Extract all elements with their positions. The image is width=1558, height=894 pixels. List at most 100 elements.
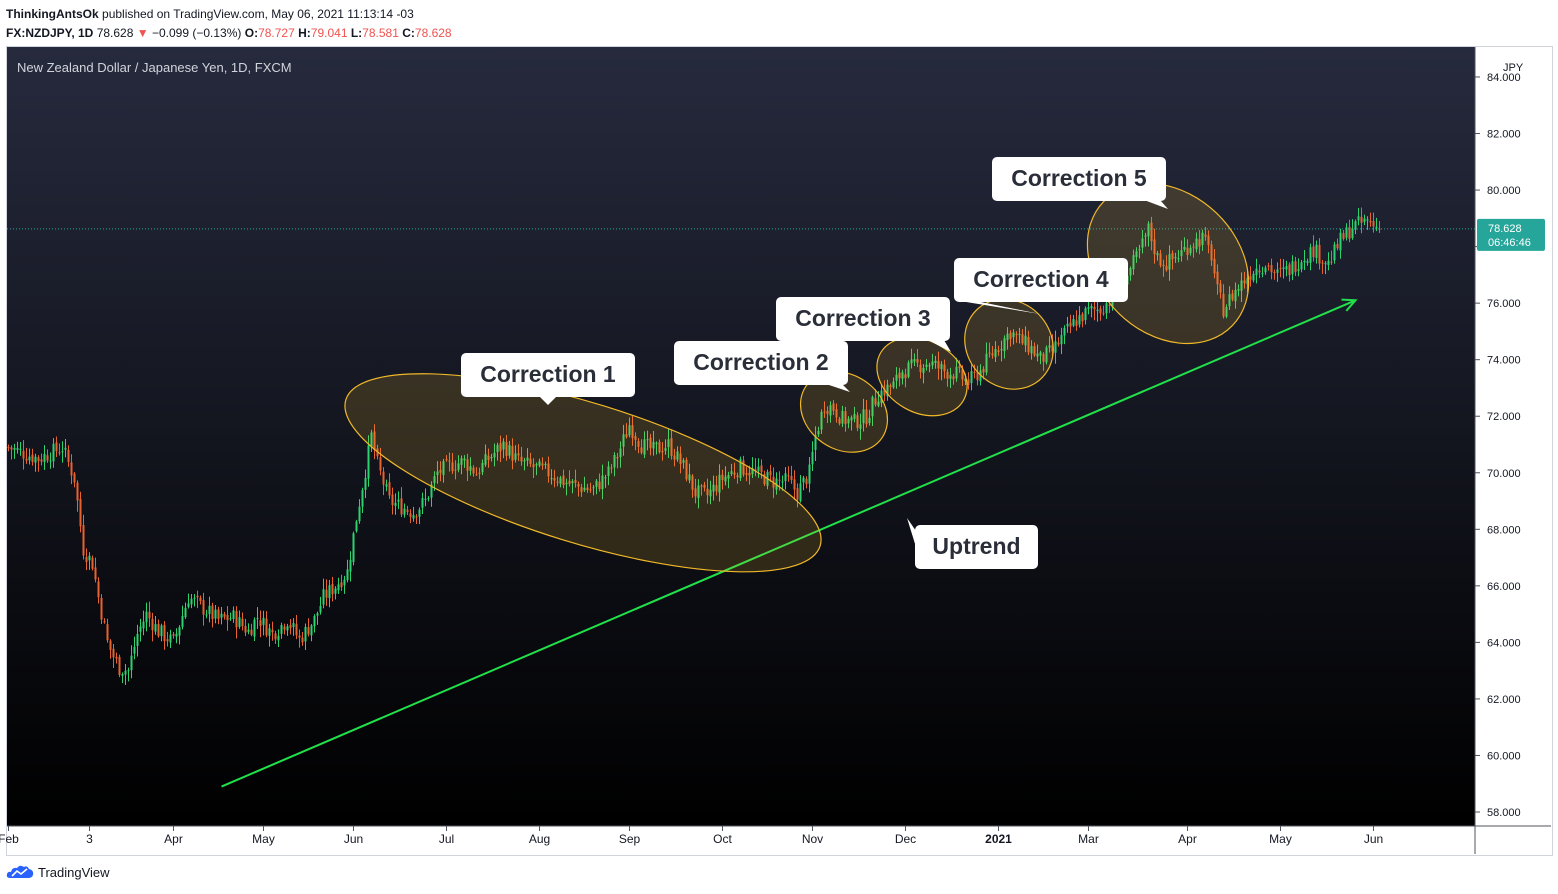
candle-body xyxy=(985,353,988,373)
callout-correction-1: Correction 1 xyxy=(461,353,635,405)
candle-body xyxy=(769,471,772,476)
candle-body xyxy=(1030,346,1033,354)
candle-body xyxy=(250,629,253,635)
y-tick-label: 58.000 xyxy=(1487,807,1521,819)
candle-body xyxy=(1072,319,1075,326)
candle-body xyxy=(715,485,718,492)
candle-body xyxy=(559,477,562,484)
candle-body xyxy=(1315,244,1318,258)
candle-body xyxy=(1366,219,1369,221)
candle-body xyxy=(571,481,574,484)
candle-body xyxy=(778,479,781,481)
candle-body xyxy=(22,450,25,459)
x-tick-label: Apr xyxy=(164,832,183,846)
correction-ellipse xyxy=(799,371,889,453)
candle-body xyxy=(1378,228,1381,230)
tradingview-cloud-icon xyxy=(6,865,34,878)
candle-body xyxy=(802,477,805,483)
candle-body xyxy=(532,464,535,468)
high-label: H: xyxy=(298,26,311,40)
candle-body xyxy=(748,472,751,476)
candle-body xyxy=(880,390,883,404)
candle-body xyxy=(688,474,691,481)
candle-body xyxy=(343,579,346,586)
candle-body xyxy=(1270,265,1273,273)
y-tick-label: 82.000 xyxy=(1487,129,1521,141)
callout-pointer xyxy=(539,396,557,405)
candle-body xyxy=(160,625,163,637)
candle-body xyxy=(394,502,397,506)
candle-body xyxy=(820,411,823,430)
candle-body xyxy=(52,443,55,462)
candle-body xyxy=(697,485,700,499)
candle-body xyxy=(838,418,841,424)
candle-body xyxy=(787,475,790,477)
candle-body xyxy=(430,484,433,498)
candle-body xyxy=(595,480,598,487)
candle-body xyxy=(568,480,571,484)
candle-body xyxy=(421,498,424,508)
low-label: L: xyxy=(350,26,363,40)
candle-body xyxy=(1369,221,1372,223)
candle-body xyxy=(64,447,67,450)
candle-body xyxy=(325,589,328,598)
candle-body xyxy=(403,508,406,515)
candle-body xyxy=(367,445,370,479)
candle-body xyxy=(1372,220,1375,227)
price-change: −0.099 (−0.13%) xyxy=(151,26,242,40)
candle-body xyxy=(97,581,100,598)
candle-body xyxy=(1129,267,1132,276)
callout-pointer xyxy=(928,340,951,352)
candle-body xyxy=(895,374,898,381)
tradingview-logo[interactable]: TradingView xyxy=(6,864,110,880)
candle-body xyxy=(946,371,949,379)
publish-info: ThinkingAntsOk published on TradingView.… xyxy=(6,7,414,21)
candle-body xyxy=(478,472,481,474)
candle-body xyxy=(187,603,190,607)
candle-body xyxy=(145,611,148,623)
callout-uptrend: Uptrend xyxy=(907,518,1038,569)
candle-body xyxy=(49,460,52,462)
candle-body xyxy=(919,364,922,372)
candle-body xyxy=(142,621,145,629)
low-value: 78.581 xyxy=(362,26,399,40)
candle-body xyxy=(1144,235,1147,237)
candle-body xyxy=(274,633,277,640)
candle-body xyxy=(853,413,856,419)
candle-body xyxy=(526,457,529,461)
candle-body xyxy=(40,459,43,462)
candle-body xyxy=(439,469,442,473)
candle-body xyxy=(1135,251,1138,258)
candle-body xyxy=(16,448,19,450)
author-name[interactable]: ThinkingAntsOk xyxy=(6,7,99,21)
candle-body xyxy=(1360,216,1363,223)
candle-body xyxy=(670,438,673,456)
candle-body xyxy=(892,381,895,388)
candle-body xyxy=(538,461,541,466)
candle-body xyxy=(1246,278,1249,285)
candle-body xyxy=(1159,253,1162,266)
candle-body xyxy=(382,471,385,485)
candle-body xyxy=(385,484,388,487)
candle-body xyxy=(763,473,766,485)
candle-body xyxy=(148,611,151,619)
candle-body xyxy=(454,469,457,471)
candle-body xyxy=(1042,354,1045,362)
candle-body xyxy=(1165,265,1168,271)
candle-body xyxy=(904,374,907,379)
candle-body xyxy=(1288,264,1291,276)
candle-body xyxy=(1189,247,1192,254)
candle-body xyxy=(874,398,877,405)
candle-body xyxy=(106,624,109,641)
candle-body xyxy=(823,411,826,413)
candle-body xyxy=(364,477,367,490)
candle-body xyxy=(754,469,757,471)
candle-body xyxy=(37,457,40,462)
x-tick-label: Mar xyxy=(1078,832,1099,846)
ohlc-bar: FX:NZDJPY, 1D 78.628 ▼ −0.099 (−0.13%) O… xyxy=(6,26,452,40)
candle-body xyxy=(10,447,13,450)
candle-body xyxy=(226,614,229,621)
candle-body xyxy=(922,367,925,373)
candle-body xyxy=(43,454,46,463)
